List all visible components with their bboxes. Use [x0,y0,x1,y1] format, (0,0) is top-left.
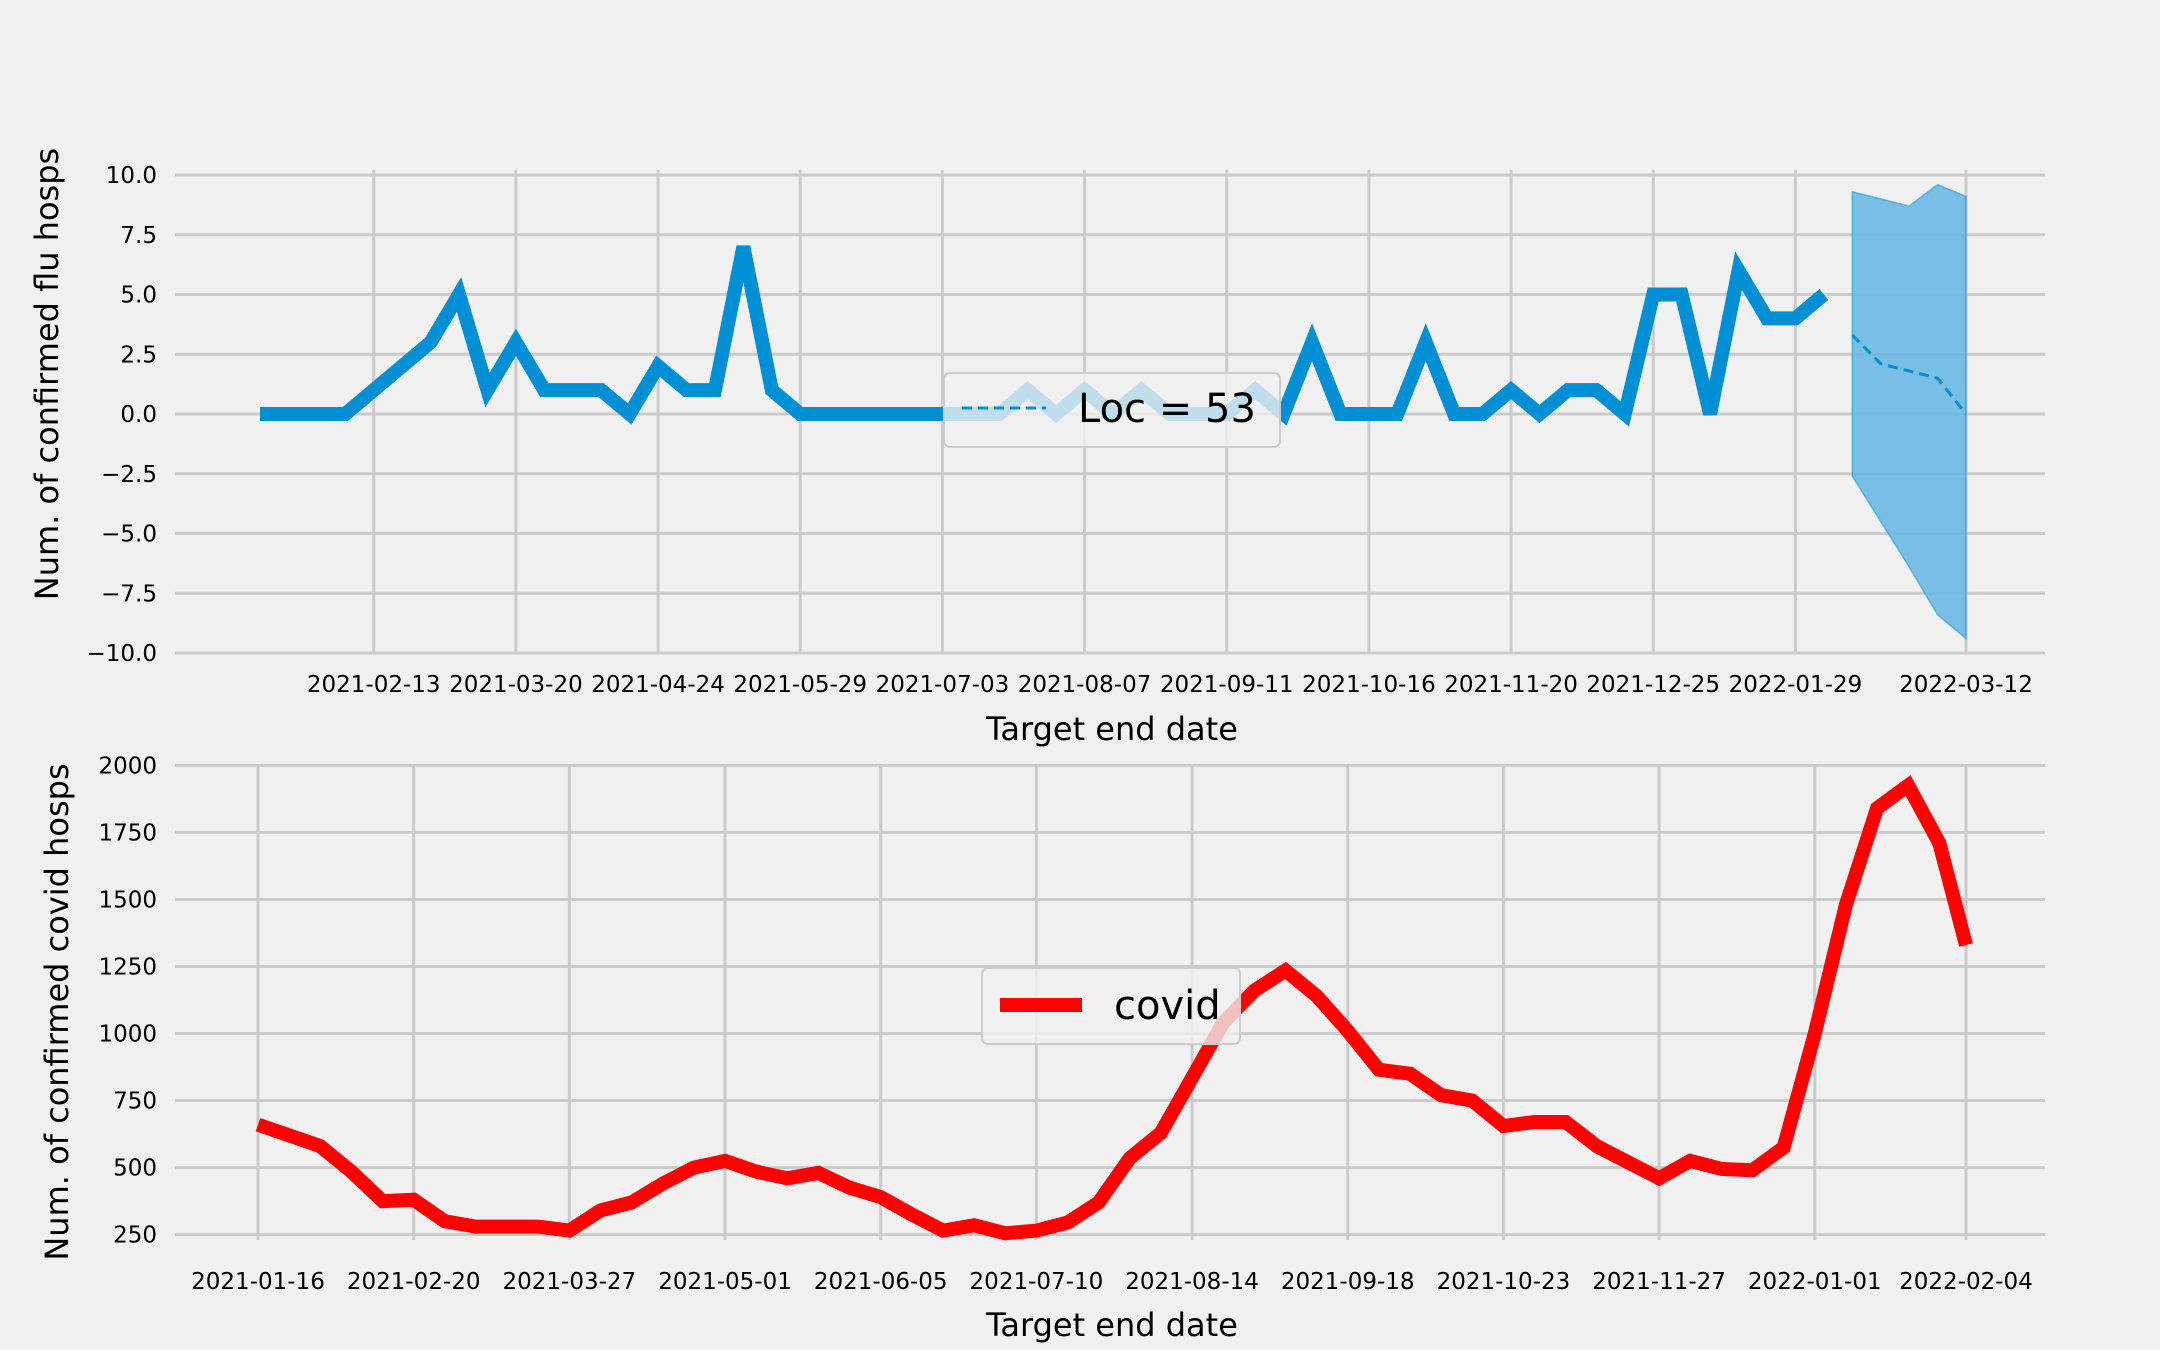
flu-y-tick-label: 7.5 [120,223,157,249]
flu-y-axis-label: Num. of confirmed flu hosps [28,148,66,600]
flu-x-tick-label: 2021-12-25 [1586,672,1720,698]
flu-legend-box [943,372,1281,448]
flu-y-tick-label: −5.0 [101,522,157,548]
covid-x-axis-label: Target end date [985,1306,1238,1344]
flu-x-tick-label: 2022-01-29 [1729,672,1863,698]
flu-x-tick-label: 2021-02-13 [307,672,441,698]
covid-y-tick-label: 750 [113,1089,157,1115]
flu-y-tick-label: −10.0 [87,641,157,667]
covid-y-tick-label: 250 [113,1223,157,1249]
flu-y-tick-label: 0.0 [120,402,157,428]
covid-y-axis-label: Num. of confirmed covid hosps [38,763,76,1260]
covid-chart: 250 500 750 1000 1250 1500 1750 2000 2021-01-16… [38,753,2045,1344]
flu-y-tick-label: −7.5 [101,581,157,607]
flu-forecast-interval [1851,183,1967,641]
covid-x-tick-label: 2021-08-14 [1125,1269,1259,1295]
covid-x-tick-label: 2021-03-27 [503,1269,637,1295]
covid-x-tick-label: 2021-05-01 [658,1269,792,1295]
covid-x-tick-label: 2021-01-16 [191,1269,325,1295]
covid-x-tick-label: 2022-01-01 [1748,1269,1882,1295]
covid-x-tick-label: 2021-02-20 [347,1269,481,1295]
covid-x-tick-label: 2021-10-23 [1437,1269,1571,1295]
flu-x-tick-label: 2021-11-20 [1444,672,1578,698]
flu-grid [175,170,2045,655]
flu-forecast-median-line [1851,334,1968,415]
covid-x-tick-label: 2021-06-05 [814,1269,948,1295]
flu-y-tick-label: 5.0 [120,283,157,309]
covid-y-tick-label: 1500 [98,887,157,913]
covid-legend-box [981,967,1241,1045]
flu-y-tick-label: −2.5 [101,462,157,488]
covid-y-tick-label: 1750 [98,820,157,846]
flu-x-tick-label: 2021-07-03 [876,672,1010,698]
flu-y-ticks: −10.0 −7.5 −5.0 −2.5 0.0 2.5 5.0 7.5 10.0 [87,163,157,667]
flu-x-tick-label: 2021-03-20 [449,672,583,698]
covid-line [255,775,1973,1241]
covid-x-tick-label: 2022-02-04 [1899,1269,2033,1295]
flu-x-axis-label: Target end date [985,710,1238,748]
covid-grid [175,763,2045,1240]
covid-legend-label: covid [1114,983,1221,1029]
flu-x-tick-label: 2021-10-16 [1302,672,1436,698]
flu-x-tick-label: 2021-05-29 [733,672,867,698]
flu-y-tick-label: 2.5 [120,342,157,368]
covid-y-tick-label: 1250 [98,954,157,980]
covid-x-tick-label: 2021-11-27 [1592,1269,1726,1295]
flu-legend-label: Loc = 53 [1078,386,1256,432]
flu-x-tick-label: 2021-08-07 [1018,672,1152,698]
flu-chart: −10.0 −7.5 −5.0 −2.5 0.0 2.5 5.0 7.5 10.0 2021-0… [28,148,2045,748]
flu-x-tick-label: 2021-04-24 [591,672,725,698]
covid-legend: covid [981,967,1241,1045]
covid-y-ticks: 250 500 750 1000 1250 1500 1750 2000 [98,753,157,1248]
covid-x-tick-label: 2021-09-18 [1281,1269,1415,1295]
covid-y-tick-label: 1000 [98,1022,157,1048]
flu-x-tick-label: 2021-09-11 [1160,672,1294,698]
flu-legend: Loc = 53 [943,372,1281,448]
covid-x-tick-label: 2021-07-10 [970,1269,1104,1295]
flu-y-tick-label: 10.0 [106,163,157,189]
covid-y-tick-label: 500 [113,1156,157,1182]
flu-x-tick-label: 2022-03-12 [1899,672,2033,698]
covid-x-ticks: 2021-01-16 2021-02-20 2021-03-27 2021-05-01… [191,1269,2033,1295]
covid-y-tick-label: 2000 [98,753,157,779]
flu-x-ticks: 2021-02-13 2021-03-20 2021-04-24 2021-05-29… [307,672,2033,698]
flu-forecast-band [1851,183,1967,641]
covid-lines [255,775,1973,1241]
